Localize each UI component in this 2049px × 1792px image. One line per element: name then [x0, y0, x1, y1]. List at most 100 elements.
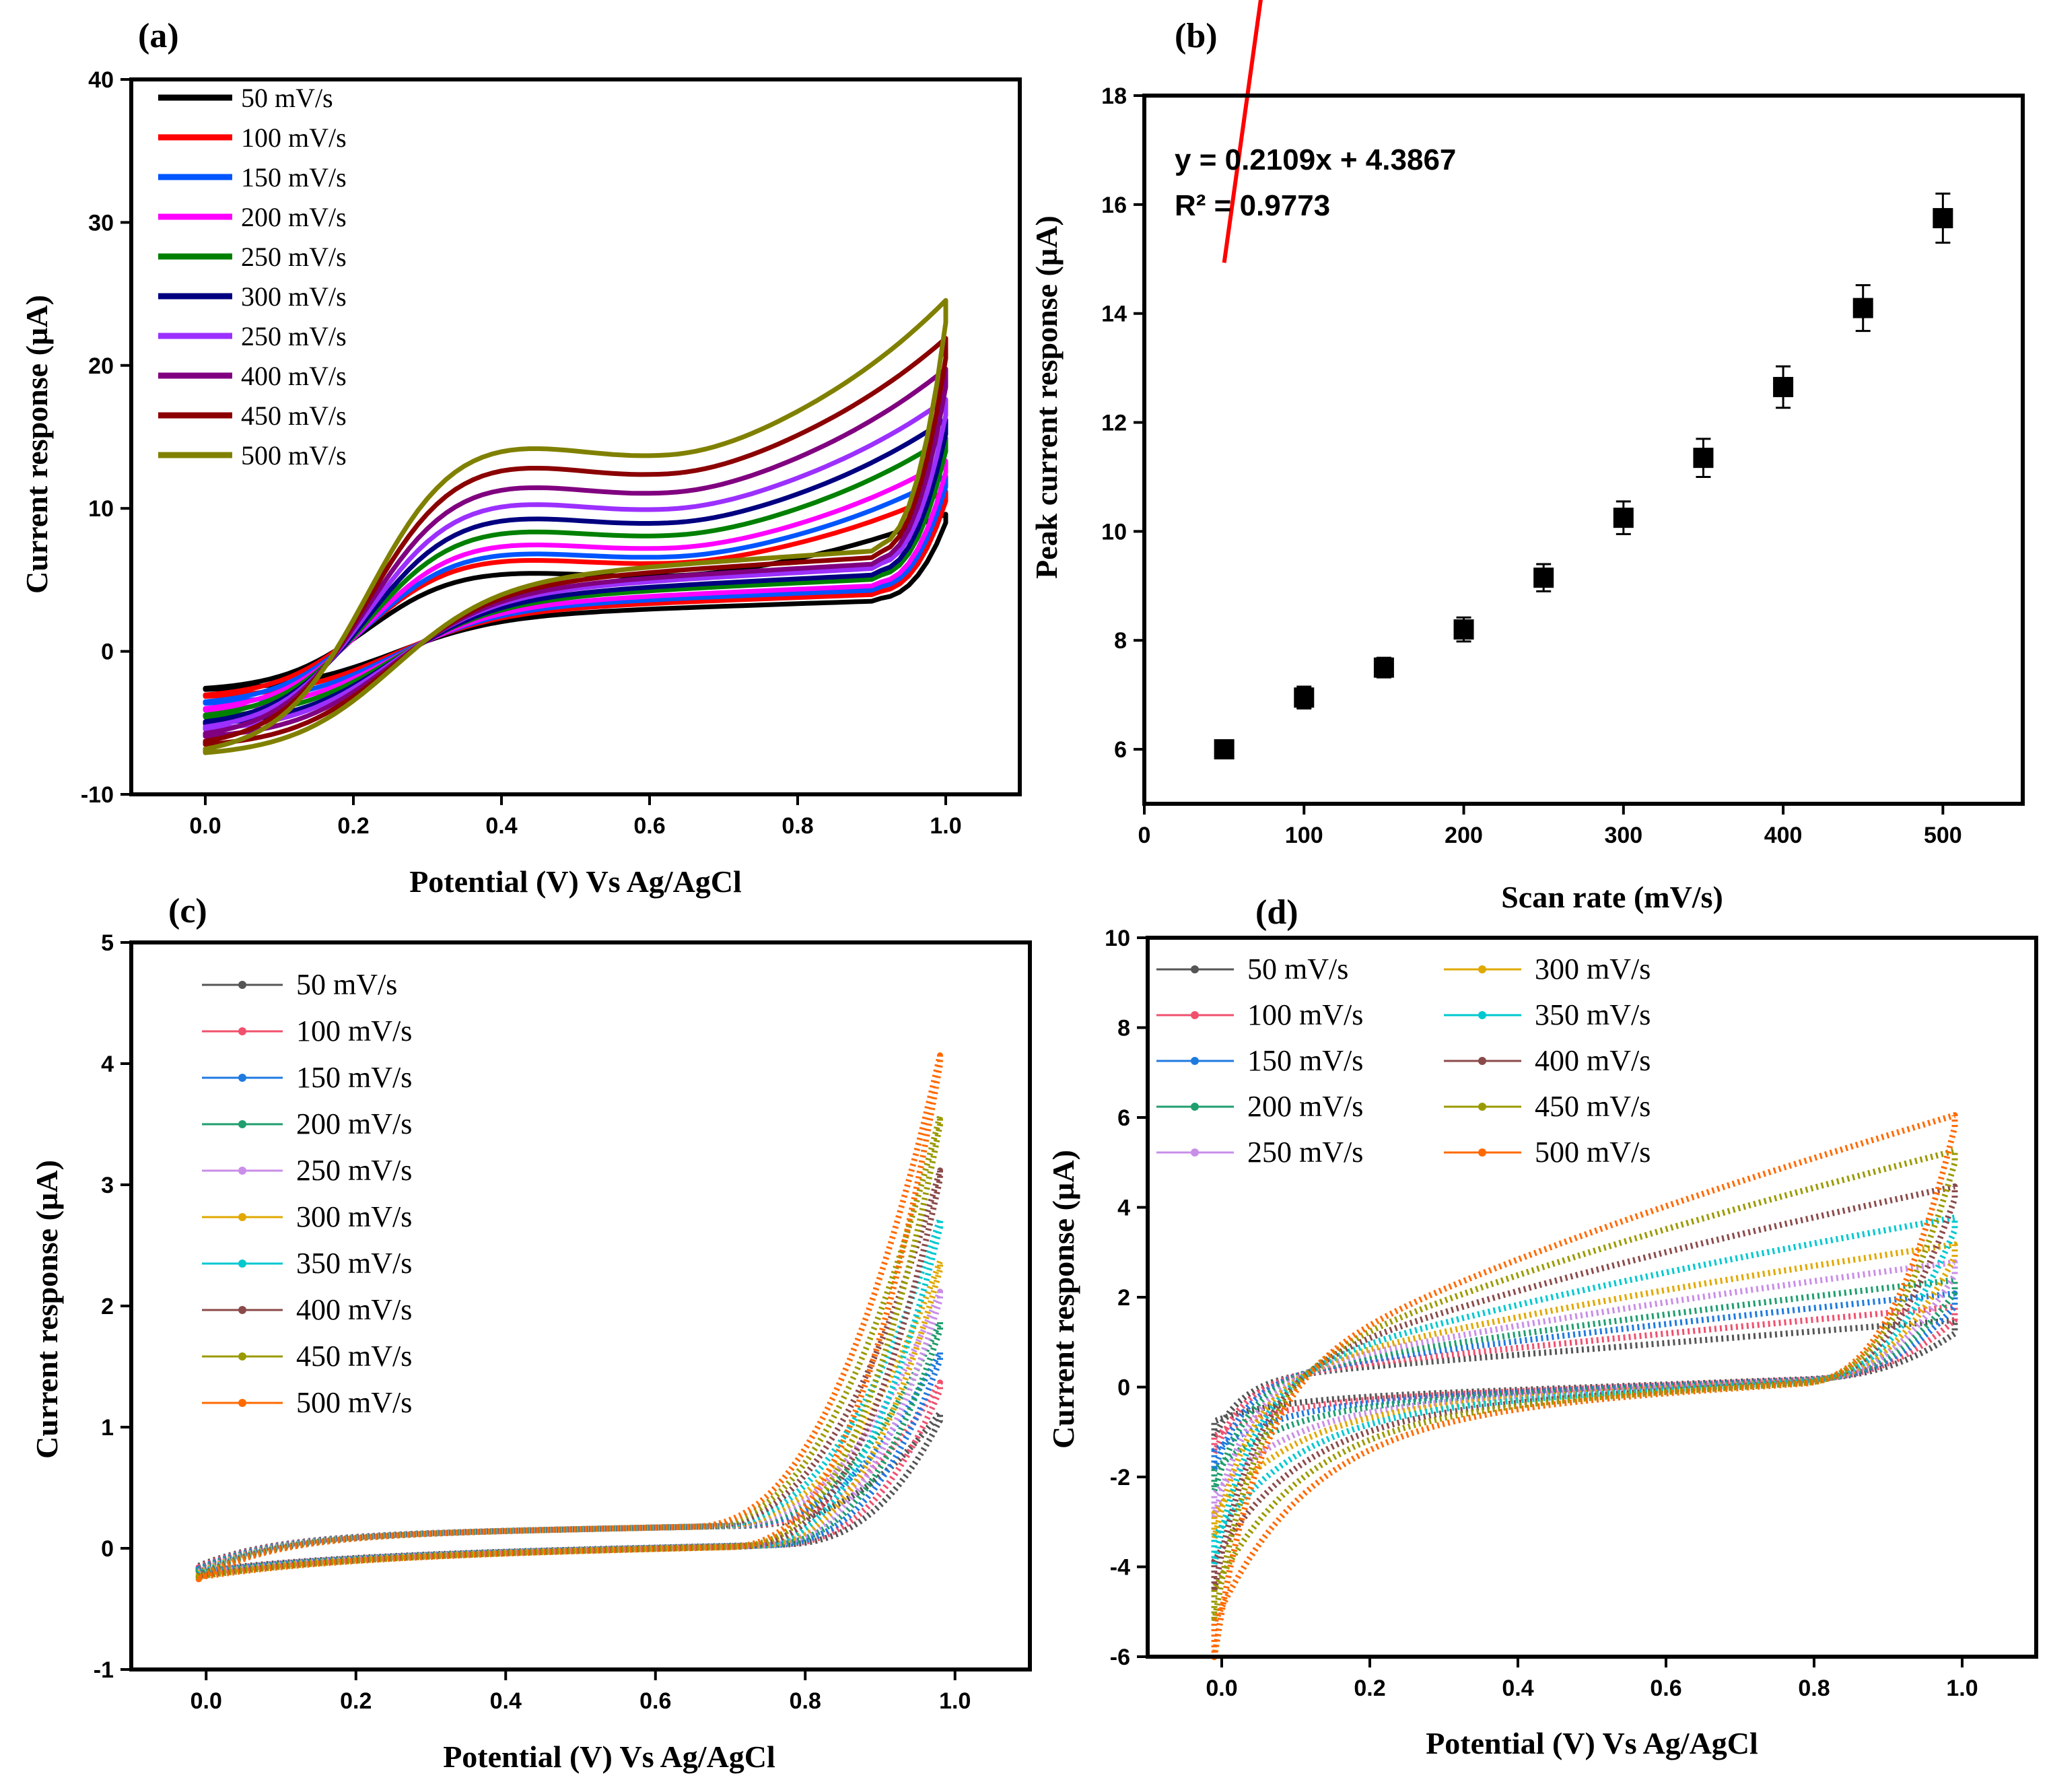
- b-data-point: [1613, 508, 1634, 528]
- a-y-tick-label: 40: [88, 67, 114, 93]
- b-y-tick-label: 6: [1114, 737, 1127, 763]
- c-y-tick-label: 0: [101, 1536, 114, 1562]
- c-y-tick-label: 3: [101, 1173, 114, 1198]
- panel-c: (c) 0.0 0.2 0.4 0.6 0.8 1.0 -1 0 1 2 3 4 5 50 mV/s 10…: [30, 892, 1032, 1774]
- d-x-tick-label: 0.0: [1206, 1676, 1237, 1701]
- b-y-tick-label: 8: [1114, 628, 1127, 654]
- c-curves: [195, 1052, 943, 1583]
- d-legend: 50 mV/s 100 mV/s 150 mV/s 200 mV/s 250 mV/s 3…: [1156, 953, 1651, 1169]
- panel-label-a: (a): [138, 17, 179, 55]
- a-cv-curve: [203, 298, 948, 755]
- c-plot-frame: [129, 940, 1032, 1672]
- b-y-axis-title: Peak current response (µA): [1029, 215, 1064, 579]
- c-legend-label: 100 mV/s: [296, 1014, 412, 1047]
- d-cv-curve: [1211, 1112, 1958, 1661]
- d-legend-marker: [1191, 965, 1199, 973]
- b-data-point: [1533, 567, 1554, 588]
- c-x-tick-label: 0.6: [639, 1688, 671, 1714]
- b-x-tick-label: 100: [1285, 823, 1323, 848]
- c-legend-marker: [238, 1260, 246, 1268]
- a-legend: 50 mV/s 100 mV/s 150 mV/s 200 mV/s 250 mV/s 3…: [158, 83, 347, 471]
- d-legend-label: 500 mV/s: [1535, 1136, 1651, 1169]
- b-data-point: [1852, 298, 1873, 318]
- c-cv-curve: [195, 1216, 943, 1579]
- b-fit-equation: y = 0.2109x + 4.3867: [1175, 143, 1456, 176]
- d-cv-curve: [1211, 1214, 1958, 1568]
- c-x-tick-label: 0.2: [340, 1688, 372, 1714]
- c-legend-marker: [238, 1167, 246, 1175]
- a-x-tick-label: 0.0: [189, 813, 221, 839]
- panel-label-c: (c): [168, 892, 207, 930]
- d-legend-marker: [1191, 1057, 1199, 1065]
- d-cv-curve: [1211, 1148, 1958, 1624]
- c-x-tick-label: 0.8: [790, 1688, 821, 1714]
- b-data-point: [1933, 208, 1953, 229]
- c-legend-label: 200 mV/s: [296, 1107, 412, 1140]
- c-legend-label: 400 mV/s: [296, 1293, 412, 1326]
- d-y-tick-label: 10: [1105, 926, 1130, 951]
- b-y-tick-label: 12: [1101, 411, 1127, 436]
- d-y-tick-label: -6: [1110, 1645, 1130, 1670]
- d-y-tick-label: 2: [1117, 1285, 1130, 1311]
- d-legend-label: 300 mV/s: [1535, 953, 1651, 986]
- c-ticks: 0.0 0.2 0.4 0.6 0.8 1.0 -1 0 1 2 3 4 5: [94, 930, 971, 1714]
- b-ticks: 0 100 200 300 400 500 6 8 10 12 14 16 18: [1101, 83, 1962, 848]
- c-legend-label: 300 mV/s: [296, 1200, 412, 1233]
- d-y-tick-label: -4: [1110, 1555, 1130, 1581]
- d-legend-label: 250 mV/s: [1247, 1136, 1363, 1169]
- d-legend-label: 400 mV/s: [1535, 1044, 1651, 1077]
- c-legend-marker: [238, 1074, 246, 1082]
- a-y-tick-label: -10: [81, 782, 114, 808]
- a-x-tick-label: 1.0: [930, 813, 961, 839]
- a-y-tick-label: 30: [88, 210, 114, 236]
- d-legend-label: 350 mV/s: [1535, 998, 1651, 1031]
- d-x-tick-label: 0.4: [1502, 1676, 1533, 1701]
- d-legend-label: 200 mV/s: [1247, 1090, 1363, 1123]
- d-legend-marker: [1478, 1103, 1486, 1111]
- b-x-tick-label: 400: [1764, 823, 1803, 848]
- d-legend-marker: [1191, 1011, 1199, 1019]
- b-y-tick-label: 16: [1101, 193, 1127, 218]
- a-x-axis-title: Potential (V) Vs Ag/AgCl: [409, 864, 742, 899]
- d-cv-curve: [1211, 1183, 1958, 1593]
- d-legend-marker: [1478, 1148, 1486, 1157]
- d-legend-marker: [1478, 1011, 1486, 1019]
- a-y-tick-label: 0: [101, 640, 114, 665]
- d-y-axis-title: Current response (µA): [1046, 1150, 1080, 1449]
- d-cv-curve: [1211, 1259, 1958, 1521]
- c-y-axis-title: Current response (µA): [30, 1160, 64, 1459]
- c-legend-marker: [238, 1027, 246, 1035]
- b-x-tick-label: 0: [1138, 823, 1151, 848]
- c-x-axis-title: Potential (V) Vs Ag/AgCl: [443, 1739, 775, 1774]
- c-legend-marker: [238, 1120, 246, 1128]
- c-legend-marker: [238, 1352, 246, 1360]
- b-data-point: [1693, 448, 1714, 469]
- b-y-tick-label: 18: [1101, 83, 1127, 109]
- panel-b: (b) 0 100 200 300 400 500 6 8 10 12 14 16 18 y = 0.2…: [1029, 0, 2025, 914]
- c-legend-marker: [238, 1306, 246, 1314]
- a-legend-label: 400 mV/s: [241, 361, 347, 391]
- b-data-point: [1214, 739, 1235, 760]
- c-y-tick-label: -1: [94, 1657, 114, 1683]
- b-x-tick-label: 500: [1924, 823, 1962, 848]
- a-x-tick-label: 0.2: [337, 813, 369, 839]
- c-x-tick-label: 1.0: [939, 1688, 971, 1714]
- b-data-point: [1453, 619, 1474, 640]
- b-x-tick-label: 200: [1445, 823, 1483, 848]
- b-y-tick-label: 14: [1101, 302, 1127, 327]
- d-cv-curve: [1211, 1317, 1958, 1440]
- c-y-tick-label: 2: [101, 1294, 114, 1319]
- panel-a: (a) 0.0 0.2 0.4 0.6 0.8 1.0 -10 0 10 20 30 40 50 mV…: [20, 17, 1022, 899]
- d-legend-label: 150 mV/s: [1247, 1044, 1363, 1077]
- a-legend-label: 450 mV/s: [241, 401, 347, 431]
- d-y-tick-label: -2: [1110, 1465, 1130, 1490]
- b-data-point: [1773, 376, 1794, 397]
- d-ticks: 0.0 0.2 0.4 0.6 0.8 1.0 -6 -4 -2 0 2 4 6 8 10: [1105, 926, 1978, 1701]
- c-y-tick-label: 4: [101, 1052, 114, 1077]
- d-x-tick-label: 0.6: [1650, 1676, 1681, 1701]
- c-legend-marker: [238, 1399, 246, 1407]
- b-x-axis-title: Scan rate (mV/s): [1501, 880, 1723, 914]
- d-legend-marker: [1191, 1103, 1199, 1111]
- a-legend-label: 300 mV/s: [241, 281, 347, 312]
- d-y-tick-label: 0: [1117, 1375, 1130, 1401]
